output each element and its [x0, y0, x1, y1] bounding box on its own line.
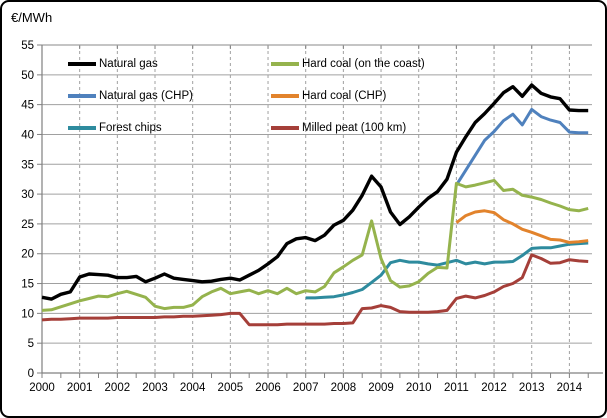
x-tick-label: 2001 [67, 382, 93, 394]
x-tick-label: 2007 [293, 382, 319, 394]
series-hard-coal-on-the-coast [41, 178, 589, 312]
series-milled-peat-100-km [41, 253, 589, 327]
x-tick-label: 2004 [180, 382, 206, 394]
x-tick-label: 2008 [331, 382, 357, 394]
y-tick-label: 35 [21, 159, 34, 171]
y-tick-label: 5 [28, 338, 34, 350]
x-tick-label: 2000 [29, 382, 55, 394]
series-natural-gas [41, 83, 589, 301]
series-natural-gas-chp [455, 107, 589, 186]
x-tick-label: 2003 [142, 382, 168, 394]
x-tick-label: 2006 [255, 382, 281, 394]
x-tick-label: 2013 [519, 382, 545, 394]
x-tick-label: 2009 [368, 382, 394, 394]
y-tick-label: 15 [21, 279, 34, 291]
y-tick-label: 10 [21, 308, 34, 320]
series-hard-coal-chp [455, 209, 589, 244]
x-tick-label: 2002 [105, 382, 131, 394]
y-tick-label: 25 [21, 219, 34, 231]
x-tick-label: 2005 [218, 382, 244, 394]
chart-unit-label: €/MWh [11, 10, 53, 25]
x-tick-label: 2011 [444, 382, 469, 394]
series-forest-chips [305, 241, 589, 300]
y-tick-label: 45 [21, 100, 34, 112]
y-tick-label: 30 [21, 189, 34, 201]
x-tick-label: 2010 [406, 382, 432, 394]
y-tick-label: 20 [21, 249, 34, 261]
y-tick-label: 55 [21, 40, 34, 52]
y-tick-label: 50 [21, 70, 34, 82]
x-tick-label: 2012 [481, 382, 507, 394]
y-tick-label: 40 [21, 129, 34, 141]
y-tick-label: 0 [28, 368, 34, 380]
x-tick-label: 2014 [557, 382, 583, 394]
